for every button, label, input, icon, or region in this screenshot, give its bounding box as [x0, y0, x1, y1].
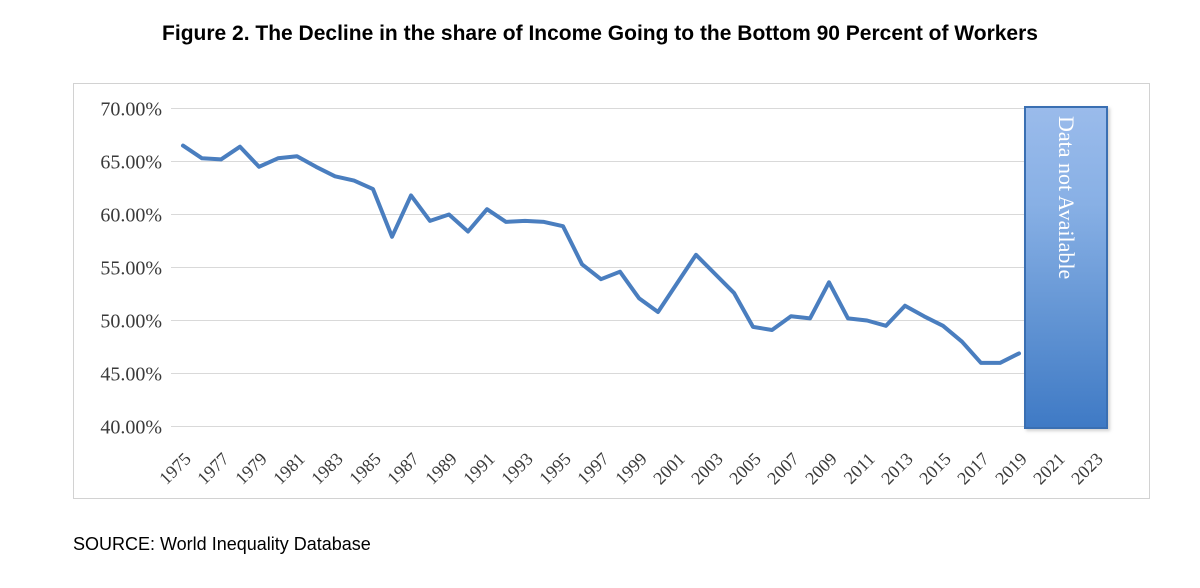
y-tick-label: 50.00%: [100, 311, 162, 333]
income-share-line: [181, 143, 1021, 365]
x-tick-label: 2009: [801, 449, 841, 489]
x-tick-label: 1999: [611, 449, 651, 489]
y-tick-label: 55.00%: [100, 258, 162, 280]
x-tick-label: 1985: [345, 449, 385, 489]
x-tick-label: 2021: [1029, 449, 1069, 489]
x-tick-label: 2011: [840, 449, 879, 488]
x-tick-label: 1977: [193, 449, 233, 489]
y-tick-label: 45.00%: [100, 364, 162, 386]
x-tick-label: 2017: [953, 449, 993, 489]
chart-panel: 70.00% 65.00% 60.00% 55.00% 50.00% 45.00% 40.0…: [73, 83, 1150, 499]
x-tick-label: 2013: [877, 449, 917, 489]
data-not-available-label: Data not Available: [1054, 116, 1079, 280]
x-tick-label: 2001: [649, 449, 689, 489]
x-tick-label: 1995: [535, 449, 575, 489]
x-tick-label: 2015: [915, 449, 955, 489]
x-tick-label: 2007: [763, 449, 803, 489]
x-tick-label: 1983: [307, 449, 347, 489]
data-not-available-box: Data not Available: [1024, 106, 1108, 429]
x-tick-label: 2003: [687, 449, 727, 489]
x-tick-label: 1987: [383, 449, 423, 489]
x-tick-label: 1997: [573, 449, 613, 489]
x-tick-label: 2019: [991, 449, 1031, 489]
x-tick-label: 1991: [459, 449, 499, 489]
y-tick-label: 70.00%: [100, 99, 162, 121]
x-tick-label: 2023: [1067, 449, 1107, 489]
y-tick-label: 40.00%: [100, 417, 162, 439]
y-tick-label: 65.00%: [100, 152, 162, 174]
x-tick-label: 1975: [155, 449, 195, 489]
x-tick-label: 1979: [231, 449, 271, 489]
source-note: SOURCE: World Inequality Database: [73, 534, 371, 554]
x-tick-label: 1981: [269, 449, 309, 489]
x-tick-label: 2005: [725, 449, 765, 489]
x-tick-label: 1989: [421, 449, 461, 489]
figure-title: Figure 2. The Decline in the share of In…: [162, 22, 1038, 45]
line-chart: 70.00% 65.00% 60.00% 55.00% 50.00% 45.00% 40.0…: [100, 99, 1107, 489]
x-tick-label: 1993: [497, 449, 537, 489]
y-tick-label: 60.00%: [100, 205, 162, 227]
